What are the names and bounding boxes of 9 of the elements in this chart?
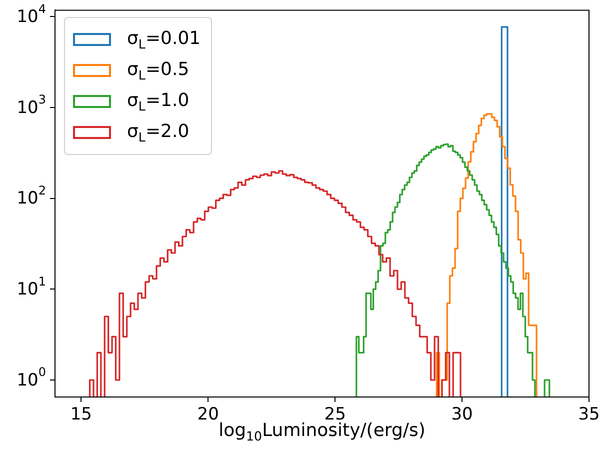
x-tick-label: 15: [70, 404, 92, 425]
x-tick-label: 35: [578, 404, 600, 425]
legend-label: σ$_{L}$=1.0: [127, 90, 190, 114]
x-axis-title: log$_{10}$Luminosity/(erg/s): [218, 420, 426, 444]
legend-label: σ$_{L}$=0.01: [127, 28, 201, 52]
x-tick-label: 20: [197, 404, 219, 425]
legend-label: σ$_{L}$=0.5: [127, 58, 190, 82]
x-tick-label: 30: [451, 404, 473, 425]
legend-label: σ$_{L}$=2.0: [127, 120, 190, 144]
